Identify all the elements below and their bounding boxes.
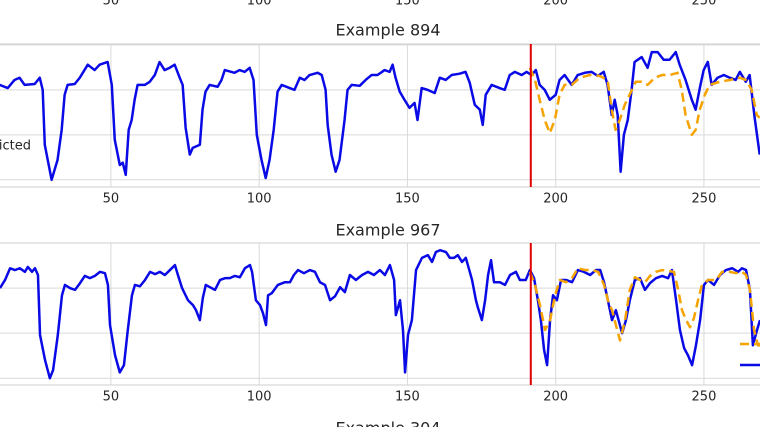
x-tick-label: 150: [395, 192, 420, 207]
x-tick-label: 50: [103, 390, 120, 405]
x-tick-label: 100: [247, 0, 272, 9]
series-line: [0, 50, 760, 182]
x-tick-label: 200: [543, 0, 568, 9]
series-line: [0, 248, 760, 380]
x-tick-label: 150: [395, 390, 420, 405]
x-tick-label: 250: [692, 192, 717, 207]
legend-label: Predicted: [0, 139, 31, 154]
chart-title: Example 304: [335, 419, 440, 427]
x-tick-label: 200: [543, 192, 568, 207]
x-tick-label: 100: [247, 192, 272, 207]
x-tick-label: 50: [103, 192, 120, 207]
x-tick-label: 250: [692, 390, 717, 405]
series-line: [528, 266, 760, 347]
x-tick-label: 100: [247, 390, 272, 405]
x-tick-label: 200: [543, 390, 568, 405]
x-tick-label: 250: [692, 0, 717, 9]
chart-title: Example 967: [335, 221, 440, 240]
series-line: [528, 67, 760, 137]
chart-title: Example 894: [335, 21, 440, 40]
x-tick-label: 50: [103, 0, 120, 9]
x-tick-label: 150: [395, 0, 420, 9]
